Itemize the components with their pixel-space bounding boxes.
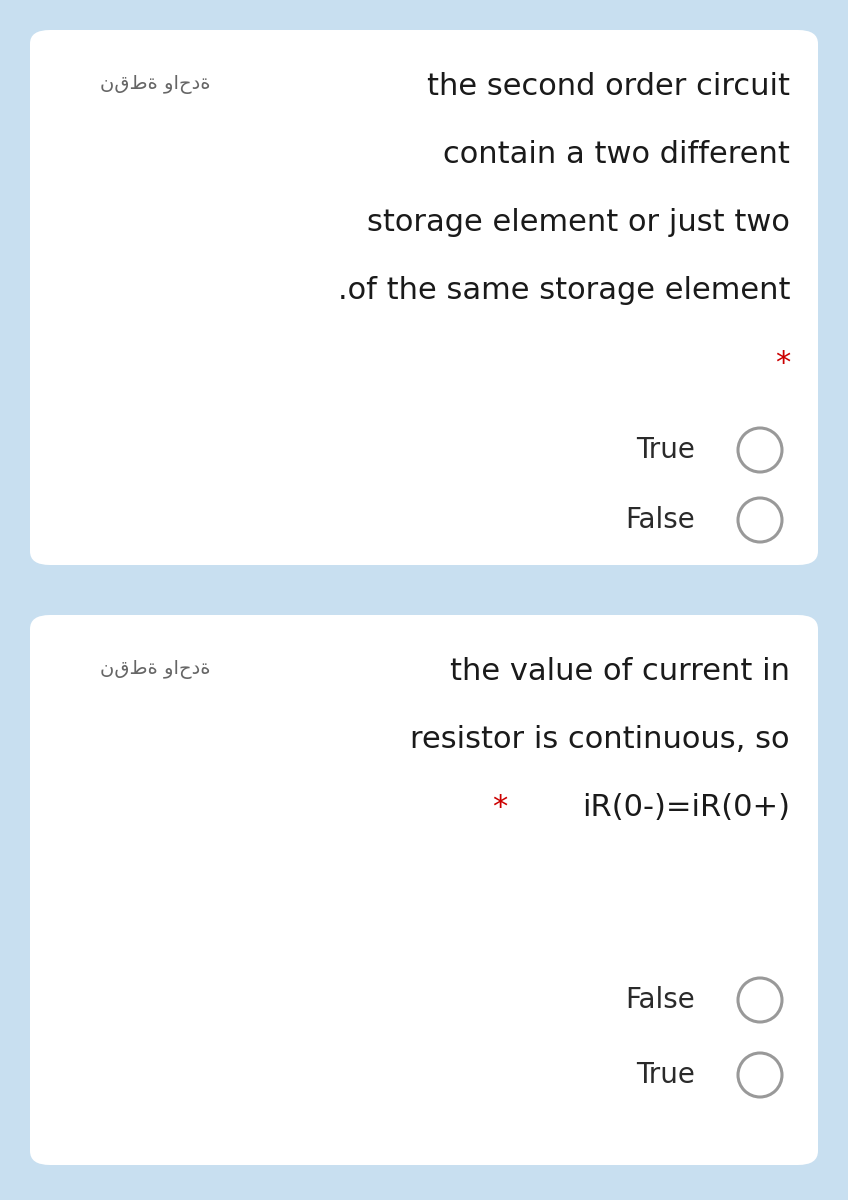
Text: *: * xyxy=(492,793,507,822)
Text: False: False xyxy=(625,986,695,1014)
Text: iR(0-)=iR(0+): iR(0-)=iR(0+) xyxy=(582,793,790,822)
Text: True: True xyxy=(636,436,695,464)
Text: نقطة واحدة: نقطة واحدة xyxy=(100,660,210,679)
Text: storage element or just two: storage element or just two xyxy=(367,208,790,236)
Text: .of the same storage element: .of the same storage element xyxy=(338,276,790,305)
FancyBboxPatch shape xyxy=(30,30,818,565)
FancyBboxPatch shape xyxy=(30,614,818,1165)
Text: resistor is continuous, so: resistor is continuous, so xyxy=(410,725,790,754)
Text: False: False xyxy=(625,506,695,534)
Text: True: True xyxy=(636,1061,695,1090)
Text: the value of current in: the value of current in xyxy=(450,658,790,686)
Text: نقطة واحدة: نقطة واحدة xyxy=(100,74,210,94)
Text: contain a two different: contain a two different xyxy=(444,140,790,169)
Text: the second order circuit: the second order circuit xyxy=(427,72,790,101)
Text: *: * xyxy=(775,349,790,378)
